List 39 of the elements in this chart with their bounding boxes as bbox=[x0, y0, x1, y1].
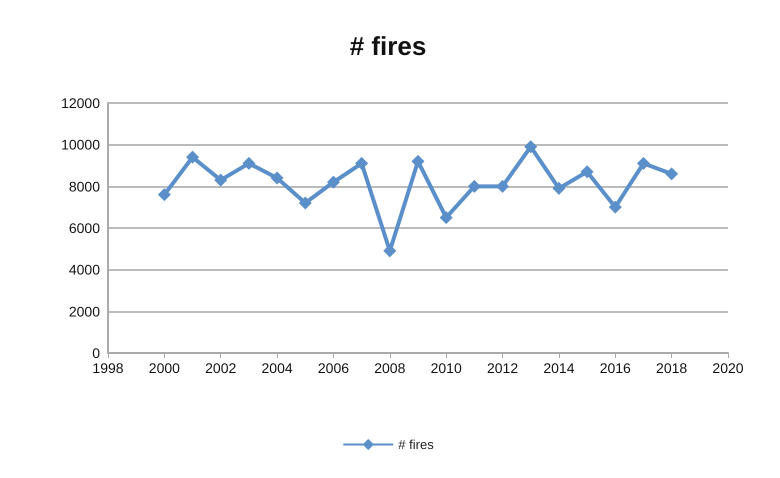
x-tick-label: 2012 bbox=[486, 360, 518, 376]
point bbox=[214, 174, 228, 187]
point bbox=[326, 176, 340, 189]
point bbox=[636, 156, 650, 170]
point bbox=[158, 188, 171, 202]
point bbox=[496, 180, 510, 193]
point bbox=[242, 156, 256, 170]
x-tick-label: 2010 bbox=[430, 360, 462, 376]
y-tick-label: 2000 bbox=[68, 303, 100, 320]
point bbox=[186, 150, 200, 164]
point bbox=[270, 172, 284, 184]
x-tick-label: 2000 bbox=[148, 360, 180, 376]
x-tick-label: 2006 bbox=[318, 360, 350, 376]
x-tick-label: 2004 bbox=[262, 360, 293, 376]
y-tick-label: 10000 bbox=[61, 136, 100, 153]
y-tick-label: 6000 bbox=[68, 220, 100, 236]
y-tick-label: 0 bbox=[92, 345, 100, 361]
y-tick-label: 8000 bbox=[68, 178, 100, 194]
point bbox=[440, 211, 453, 224]
legend-label: # fires bbox=[398, 437, 434, 452]
y-tick-label: 4000 bbox=[68, 262, 100, 278]
x-tick-label: 1998 bbox=[92, 360, 124, 376]
point bbox=[412, 154, 424, 168]
point bbox=[580, 165, 594, 178]
point bbox=[468, 180, 481, 193]
point bbox=[524, 140, 538, 154]
point bbox=[355, 156, 368, 170]
x-tick-label: 2014 bbox=[543, 360, 575, 376]
x-tick-label: 2016 bbox=[600, 360, 632, 376]
y-tick-label: 12000 bbox=[61, 95, 100, 111]
point bbox=[665, 167, 678, 180]
x-tick-label: 2018 bbox=[656, 360, 688, 376]
point bbox=[298, 196, 312, 210]
x-tick-label: 2002 bbox=[205, 360, 237, 376]
point bbox=[608, 200, 622, 214]
x-tick-label: 2020 bbox=[712, 360, 744, 376]
chart-title: # fires bbox=[350, 31, 426, 61]
x-tick-label: 2008 bbox=[374, 360, 406, 376]
point bbox=[552, 182, 566, 195]
